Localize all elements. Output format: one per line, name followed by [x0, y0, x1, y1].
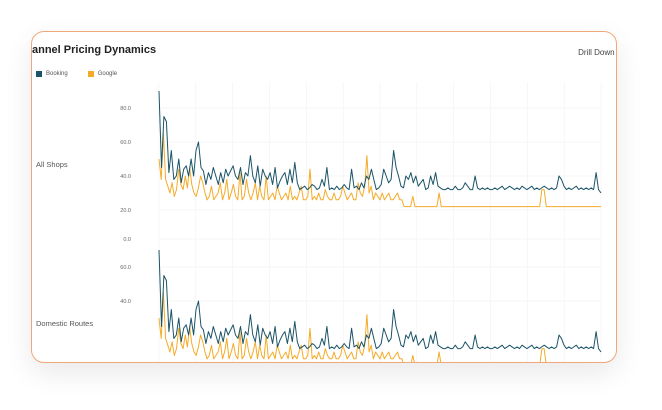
y-tick-label: 80.0 — [120, 106, 131, 112]
legend-item-google[interactable]: Google — [87, 71, 118, 77]
drill-down-link[interactable]: Drill Down t — [578, 48, 617, 57]
row-label-all-shops: All Shops — [36, 160, 68, 169]
y-tick-label: 40.0 — [120, 174, 131, 180]
series-lines — [158, 90, 602, 362]
grid-lines — [158, 82, 602, 362]
y-tick-label: 0.0 — [123, 237, 131, 243]
legend-item-booking[interactable]: Booking — [36, 71, 68, 77]
series-line-google — [158, 133, 601, 208]
google-swatch — [87, 71, 94, 77]
series-line-booking — [158, 249, 602, 353]
y-tick-label: 60.0 — [120, 140, 131, 146]
legend: Booking Google — [36, 71, 117, 77]
y-axis-ticks: 80.0 60.0 40.0 20.0 0.0 60.0 40.0 — [120, 106, 131, 305]
row-label-domestic-routes: Domestic Routes — [36, 319, 94, 328]
y-tick-label: 40.0 — [120, 299, 131, 305]
legend-label: Booking — [46, 71, 68, 77]
chart-area: 80.0 60.0 40.0 20.0 0.0 60.0 40.0 — [120, 82, 602, 362]
booking-swatch — [36, 71, 42, 77]
y-tick-label: 20.0 — [120, 208, 131, 214]
y-tick-label: 60.0 — [120, 265, 131, 271]
series-line-google — [158, 292, 547, 362]
pricing-dynamics-card: 80.0 60.0 40.0 20.0 0.0 60.0 40.0 annel Pricin… — [31, 31, 617, 363]
series-line-booking — [158, 90, 602, 194]
legend-label: Google — [97, 71, 118, 77]
chart-title: annel Pricing Dynamics — [32, 44, 157, 56]
